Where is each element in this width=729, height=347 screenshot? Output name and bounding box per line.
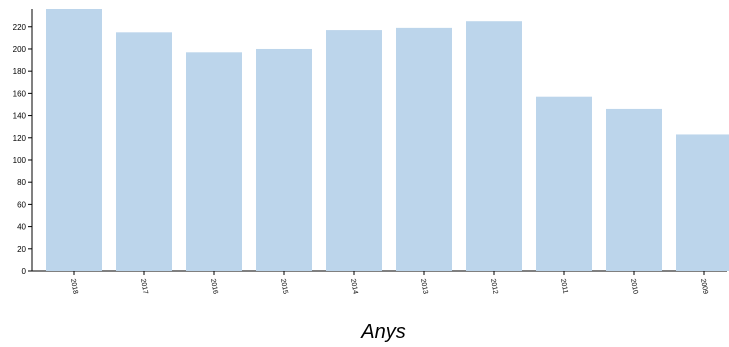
y-axis: 0 20 40 60 80 100 120 140 160 180 200 220 (13, 9, 33, 276)
bar-2016[interactable] (186, 52, 242, 271)
x-tick-label-2012: 2012 (489, 278, 499, 295)
x-tick-label-2018: 2018 (69, 278, 79, 295)
y-tick-label: 0 (22, 267, 27, 276)
x-tick-label-2013: 2013 (419, 278, 429, 295)
y-tick-label: 100 (13, 156, 27, 165)
bar-2010[interactable] (606, 108, 662, 271)
bar-2013[interactable] (396, 27, 452, 272)
y-tick-label: 200 (13, 45, 27, 54)
x-tick-label-2015: 2015 (279, 278, 289, 295)
bar-2015[interactable] (256, 48, 312, 272)
x-tick-label-2017: 2017 (139, 278, 149, 295)
bar-2011[interactable] (536, 96, 592, 271)
x-tick-label-2011: 2011 (559, 278, 569, 294)
y-tick-label: 160 (13, 89, 27, 98)
bar-2009[interactable] (676, 134, 729, 271)
y-tick-label: 220 (13, 23, 27, 32)
y-tick-label: 80 (17, 178, 26, 187)
y-tick-label: 180 (13, 67, 27, 76)
bars-group (46, 9, 729, 272)
bar-2012[interactable] (466, 21, 522, 271)
y-tick-label: 120 (13, 134, 27, 143)
y-tick-label: 40 (17, 223, 26, 232)
x-tick-label-2014: 2014 (349, 278, 359, 295)
x-axis: 2018 2017 2016 2015 2014 2013 2012 2011 2010 2009 (32, 270, 727, 295)
y-tick-label: 140 (13, 112, 27, 121)
bar-2018[interactable] (46, 9, 102, 271)
x-tick-label-2016: 2016 (209, 278, 219, 295)
x-tick-label-2009: 2009 (699, 278, 709, 295)
bar-2017[interactable] (116, 32, 172, 271)
x-axis-title: Anys (360, 321, 405, 343)
x-tick-label-2010: 2010 (629, 278, 639, 295)
bar-2014[interactable] (326, 30, 382, 272)
y-tick-label: 60 (17, 200, 26, 209)
y-tick-label: 20 (17, 245, 26, 254)
